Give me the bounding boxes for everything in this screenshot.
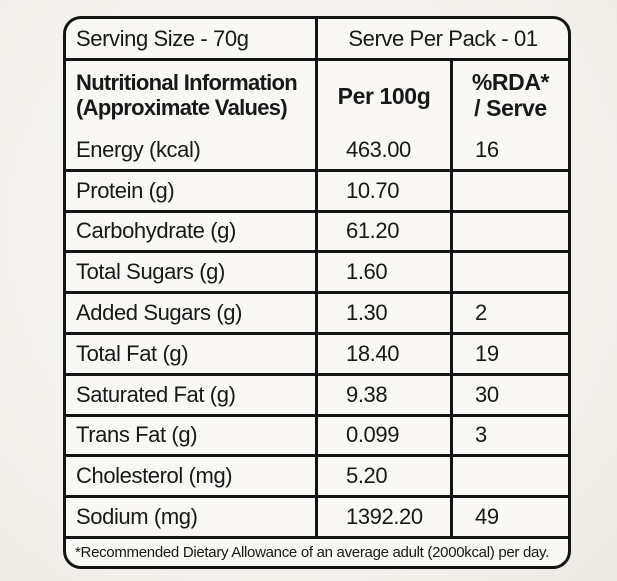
nutrient-label: Energy (kcal) bbox=[76, 136, 201, 162]
nutrient-label: Carbohydrate (g) bbox=[76, 218, 236, 244]
rda-per-serve-value: 49 bbox=[450, 498, 568, 536]
nutrient-label: Added Sugars (g) bbox=[76, 300, 243, 326]
rda-footnote: *Recommended Dietary Allowance of an ave… bbox=[66, 536, 568, 566]
rda-per-serve-value bbox=[450, 253, 568, 292]
nutrient-label: Saturated Fat (g) bbox=[76, 381, 236, 407]
table-row: Trans Fat (g) 0.099 3 bbox=[66, 413, 568, 455]
rda-per-serve-value bbox=[450, 457, 568, 496]
table-row: Total Fat (g) 18.40 19 bbox=[66, 331, 568, 373]
nutrient-label: Trans Fat (g) bbox=[76, 422, 198, 448]
rda-per-serve-value bbox=[450, 171, 568, 210]
nutrient-label: Total Fat (g) bbox=[76, 340, 189, 366]
table-row: Total Sugars (g) 1.60 bbox=[66, 250, 568, 292]
per-100g-value: 1.60 bbox=[315, 253, 450, 292]
per-100g-value: 1392.20 bbox=[315, 498, 450, 536]
table-row: Sodium (mg) 1392.20 49 bbox=[66, 495, 568, 536]
nutrient-rows: Energy (kcal) 463.00 16 Protein (g) 10.7… bbox=[66, 131, 568, 536]
serving-size-cell: Serving Size - 70g bbox=[76, 25, 249, 51]
table-row: Energy (kcal) 463.00 16 bbox=[66, 131, 568, 169]
header-title-line2: (Approximate Values) bbox=[76, 95, 288, 120]
header-nutritional-information: Nutritional Information (Approximate Val… bbox=[66, 61, 315, 131]
header-title-line1: Nutritional Information bbox=[76, 70, 298, 96]
nutrient-label: Protein (g) bbox=[76, 177, 175, 203]
serve-per-pack-cell: Serve Per Pack - 01 bbox=[315, 19, 568, 58]
header-rda-per-serve: %RDA* / Serve bbox=[450, 61, 568, 131]
serving-info-row: Serving Size - 70g Serve Per Pack - 01 bbox=[66, 19, 568, 58]
per-100g-value: 9.38 bbox=[315, 375, 450, 414]
table-row: Cholesterol (mg) 5.20 bbox=[66, 454, 568, 496]
header-per-100g: Per 100g bbox=[315, 61, 450, 131]
table-row: Saturated Fat (g) 9.38 30 bbox=[66, 372, 568, 414]
per-100g-value: 5.20 bbox=[315, 457, 450, 496]
rda-per-serve-value bbox=[450, 212, 568, 251]
table-row: Added Sugars (g) 1.30 2 bbox=[66, 291, 568, 332]
table-row: Protein (g) 10.70 bbox=[66, 168, 568, 210]
per-100g-value: 10.70 bbox=[315, 171, 450, 210]
per-100g-value: 463.00 bbox=[315, 131, 450, 169]
header-rda-line1: %RDA* bbox=[471, 69, 550, 96]
per-100g-value: 0.099 bbox=[315, 416, 450, 455]
rda-per-serve-value: 3 bbox=[450, 416, 568, 455]
rda-per-serve-value: 2 bbox=[450, 294, 568, 332]
rda-per-serve-value: 16 bbox=[450, 131, 568, 169]
rda-per-serve-value: 19 bbox=[450, 334, 568, 373]
table-row: Carbohydrate (g) 61.20 bbox=[66, 209, 568, 251]
per-100g-value: 18.40 bbox=[315, 334, 450, 373]
per-100g-value: 61.20 bbox=[315, 212, 450, 251]
nutrition-table: Serving Size - 70g Serve Per Pack - 01 N… bbox=[63, 16, 571, 569]
per-100g-value: 1.30 bbox=[315, 294, 450, 332]
nutrient-label: Sodium (mg) bbox=[76, 504, 198, 530]
rda-per-serve-value: 30 bbox=[450, 375, 568, 414]
nutrient-label: Cholesterol (mg) bbox=[76, 463, 233, 489]
table-header-row: Nutritional Information (Approximate Val… bbox=[66, 58, 568, 131]
header-rda-line2: / Serve bbox=[474, 95, 547, 121]
nutrient-label: Total Sugars (g) bbox=[76, 259, 225, 285]
